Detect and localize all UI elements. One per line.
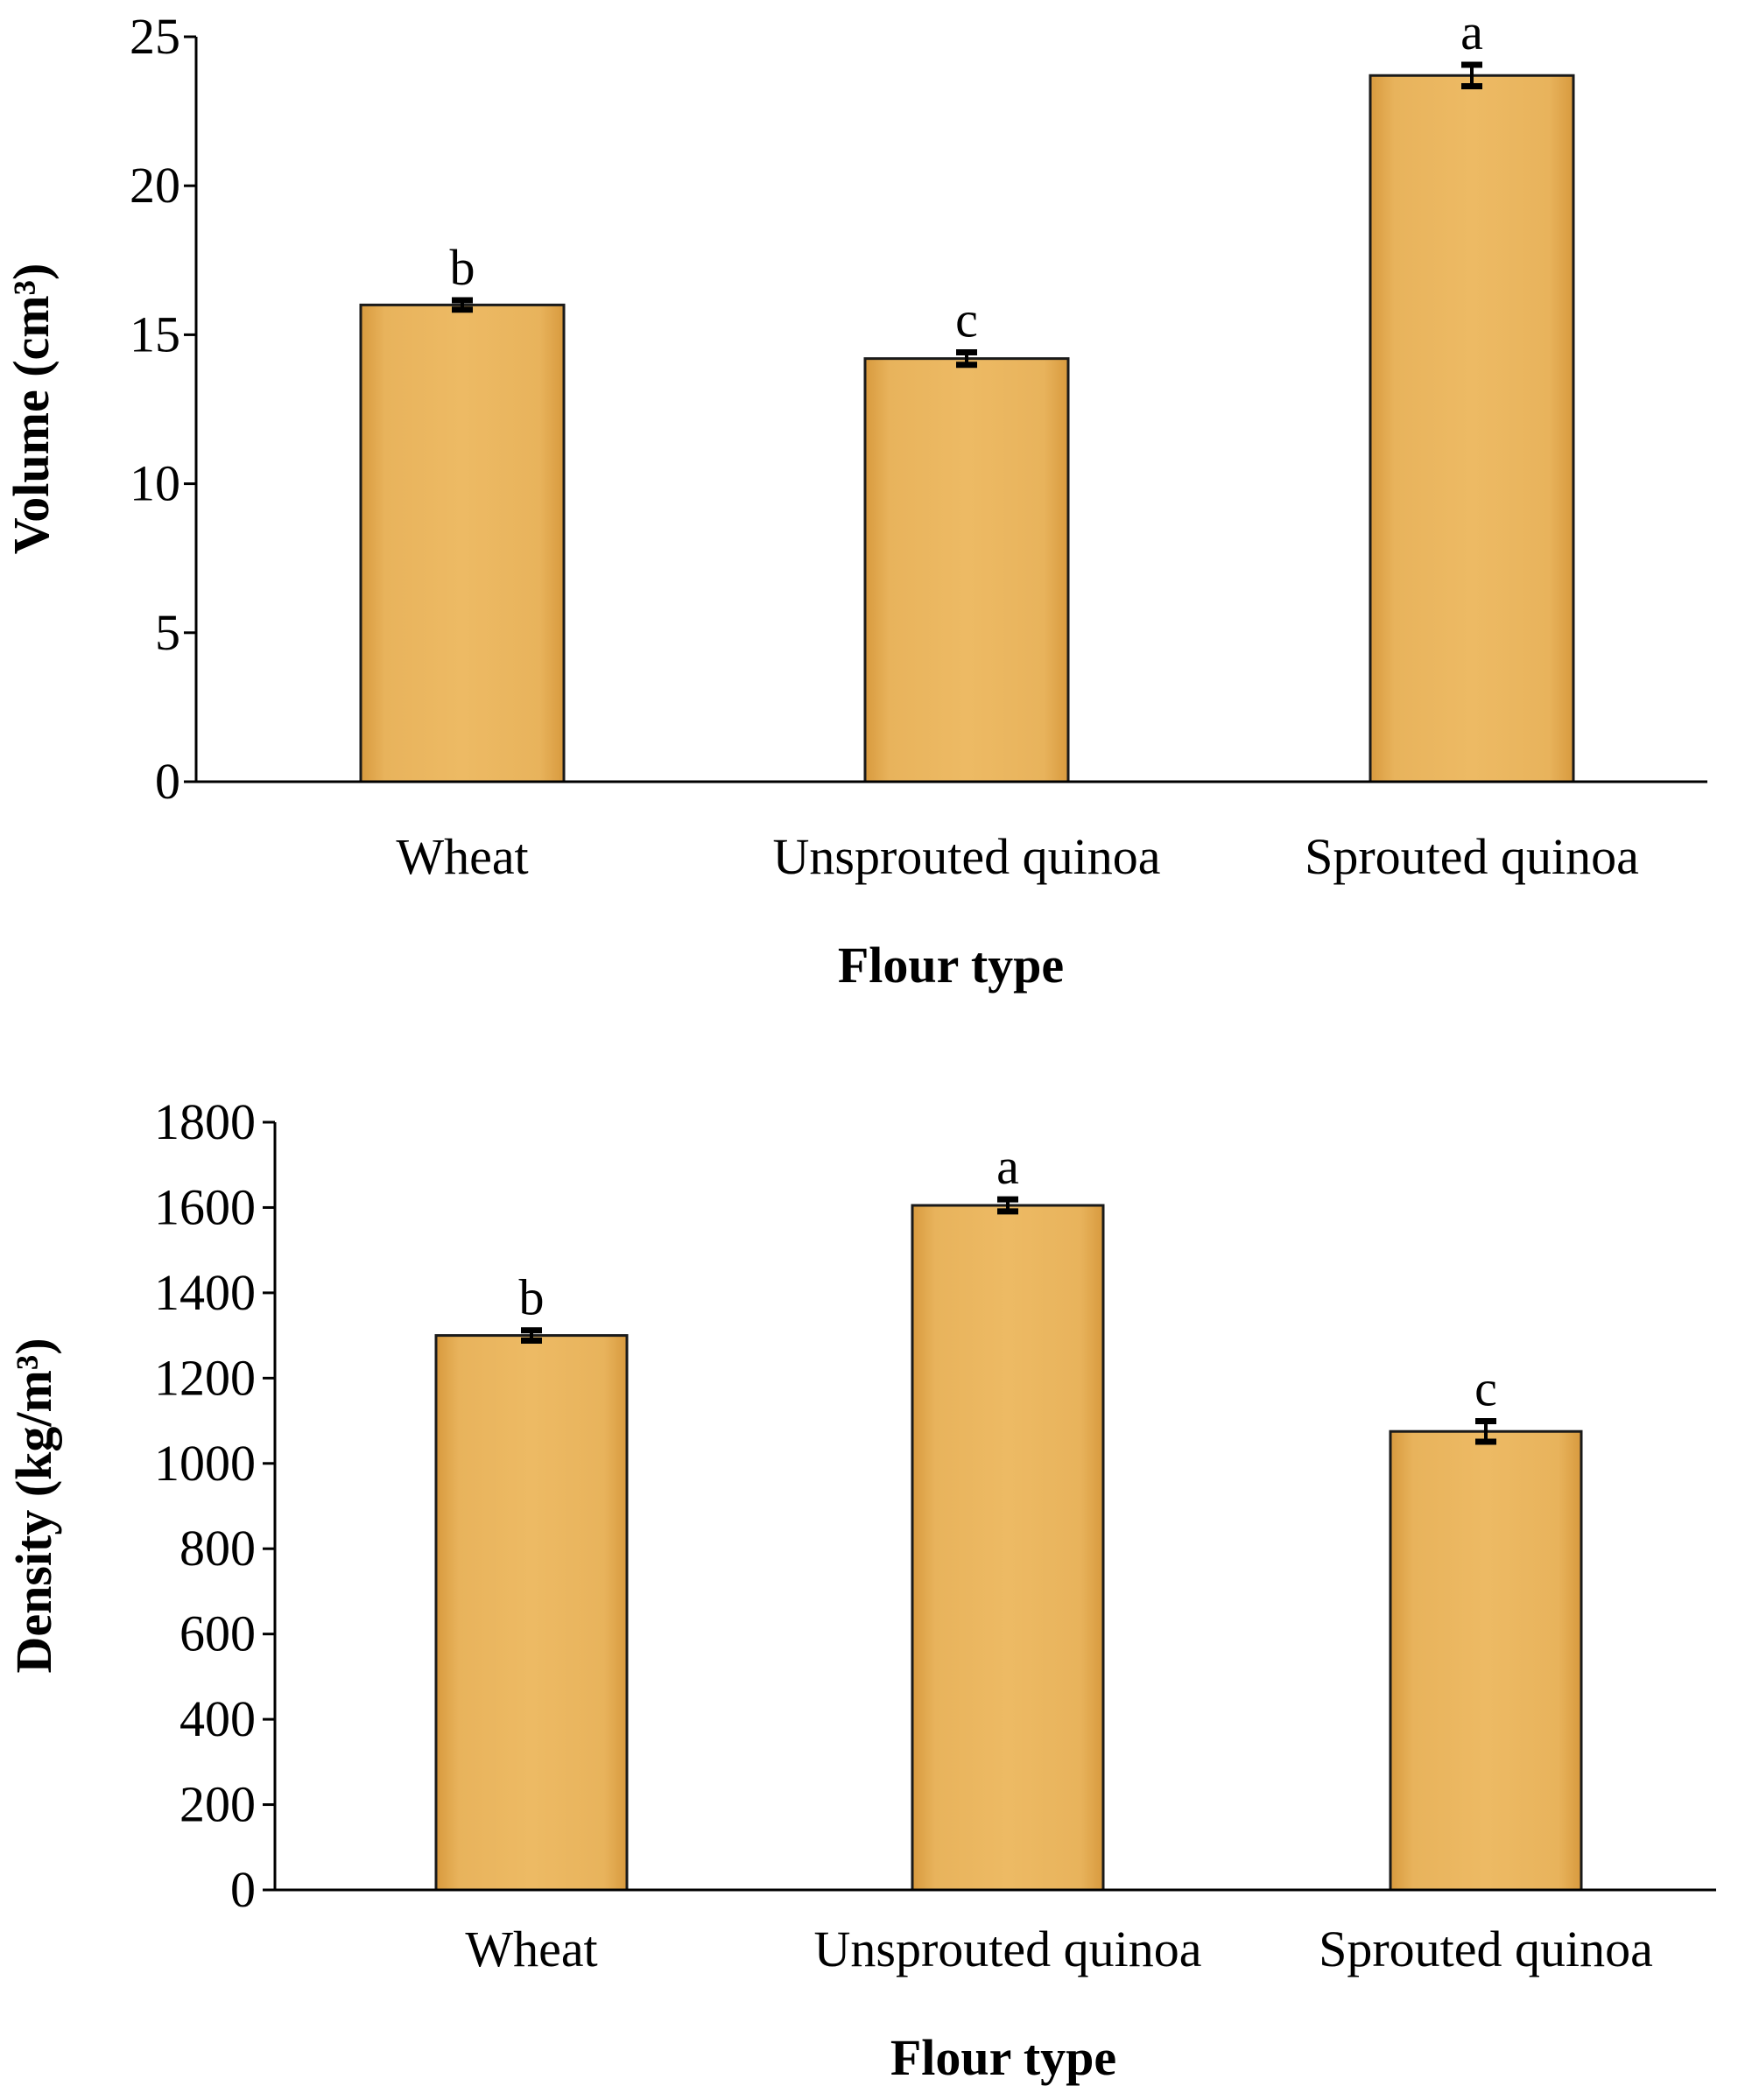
y-tick-label: 25: [130, 8, 180, 65]
bar: [1369, 74, 1575, 783]
category-label: Unsprouted quinoa: [773, 828, 1161, 885]
y-tick-label: 1800: [154, 1093, 256, 1150]
bar: [863, 357, 1070, 783]
density-y-tick-labels: 0 200 400 600 800 1000 1200 1400 1600 1800: [154, 1093, 256, 1918]
density-significance-letters: b a c: [519, 1138, 1497, 1416]
category-label: Unsprouted quinoa: [814, 1921, 1202, 1977]
volume-bars: [359, 74, 1575, 783]
density-error-bars: [521, 1196, 1496, 1445]
y-tick-label: 400: [179, 1690, 256, 1747]
y-tick-label: 1000: [154, 1435, 256, 1492]
bar: [1389, 1429, 1583, 1892]
volume-chart: b c a 0 5 10 15 20 25 Wheat Unsprouted quinoa Spr…: [3, 4, 1707, 994]
volume-y-axis-title: Volume (cm³): [3, 263, 60, 555]
significance-letter: b: [450, 239, 475, 296]
category-label: Wheat: [396, 828, 528, 885]
y-tick-label: 1200: [154, 1349, 256, 1406]
significance-letter: c: [1474, 1359, 1497, 1416]
density-chart: b a c 0 200 400 600 800 1000 1200 1400 1600 1800 Wh…: [5, 1093, 1716, 2086]
y-tick-label: 5: [155, 604, 180, 661]
volume-category-labels: Wheat Unsprouted quinoa Sprouted quinoa: [396, 828, 1639, 885]
significance-letter: a: [996, 1138, 1019, 1195]
y-tick-label: 20: [130, 157, 180, 214]
y-tick-label: 15: [130, 306, 180, 362]
category-label: Sprouted quinoa: [1305, 828, 1639, 885]
category-label: Sprouted quinoa: [1319, 1921, 1653, 1977]
y-tick-label: 800: [179, 1520, 256, 1577]
significance-letter: a: [1460, 4, 1483, 60]
density-category-labels: Wheat Unsprouted quinoa Sprouted quinoa: [465, 1921, 1653, 1977]
category-label: Wheat: [465, 1921, 597, 1977]
bar: [434, 1334, 629, 1892]
y-tick-label: 0: [155, 753, 180, 810]
significance-letter: c: [955, 291, 978, 348]
density-x-axis-title: Flour type: [890, 2029, 1116, 2086]
y-tick-label: 1600: [154, 1178, 256, 1235]
density-bars: [434, 1204, 1583, 1892]
y-tick-label: 0: [230, 1861, 256, 1918]
y-tick-label: 10: [130, 455, 180, 512]
bar: [359, 303, 566, 783]
volume-x-axis-title: Flour type: [838, 937, 1064, 994]
volume-error-bars: [452, 61, 1482, 369]
y-tick-label: 600: [179, 1605, 256, 1662]
y-tick-label: 200: [179, 1776, 256, 1833]
density-y-axis-title: Density (kg/m³): [5, 1338, 62, 1673]
volume-significance-letters: b c a: [450, 4, 1483, 348]
bar: [911, 1204, 1105, 1892]
density-y-ticks: [263, 1120, 275, 1892]
significance-letter: b: [519, 1269, 545, 1326]
volume-y-ticks: [184, 35, 196, 783]
y-tick-label: 1400: [154, 1264, 256, 1321]
volume-y-tick-labels: 0 5 10 15 20 25: [130, 8, 180, 810]
